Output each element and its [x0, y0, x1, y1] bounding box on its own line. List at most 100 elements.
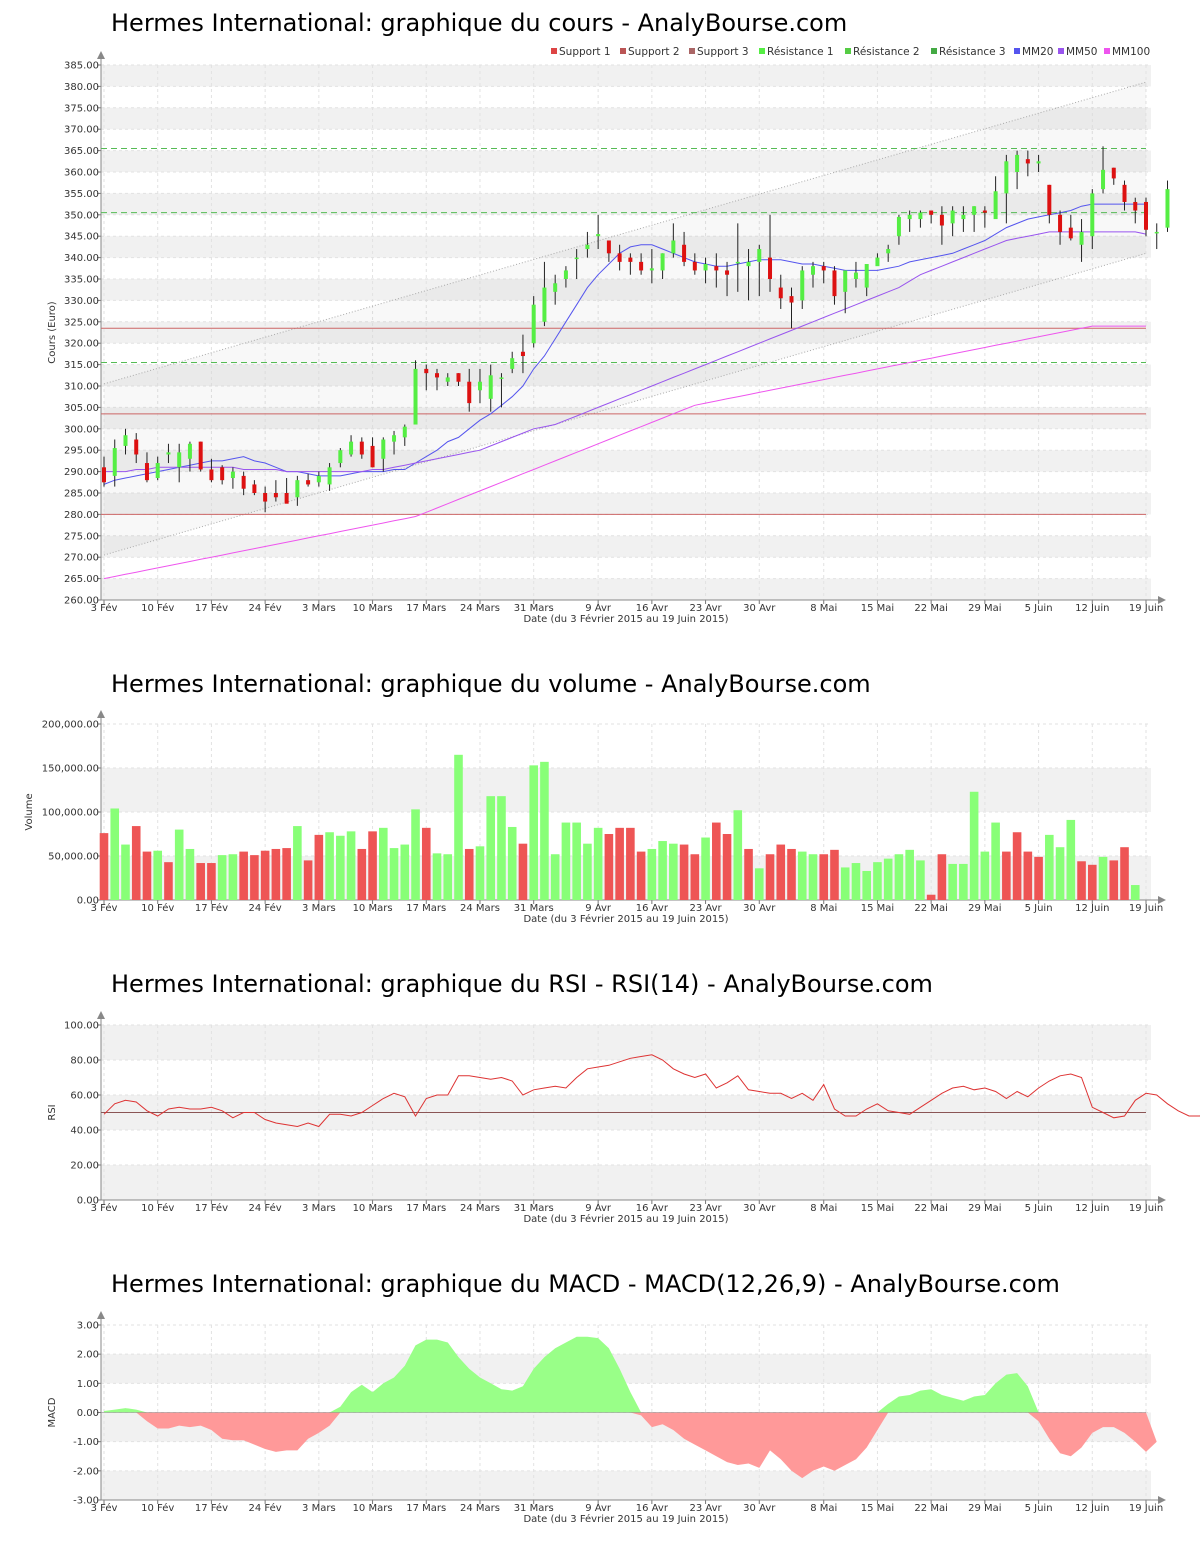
legend-swatch: [931, 48, 937, 54]
y-tick-label: -1.00: [73, 1437, 99, 1448]
y-axis-label: RSI: [47, 1104, 58, 1120]
volume-bar: [142, 851, 152, 900]
candle-body: [810, 266, 815, 275]
volume-bar: [1023, 851, 1033, 900]
candle-body: [370, 445, 375, 468]
candle-body: [252, 484, 257, 493]
x-tick-label: 29 Mai: [968, 1503, 1001, 1514]
y-tick-label: 0.00: [77, 1408, 99, 1419]
x-axis-arrow: [1158, 1496, 1166, 1504]
x-tick-label: 9 Avr: [585, 903, 612, 914]
volume-bar: [196, 863, 205, 900]
candle-body: [1122, 184, 1127, 202]
candle-body: [295, 480, 300, 498]
x-tick-label: 16 Avr: [636, 603, 669, 614]
candle-body: [327, 467, 332, 485]
volume-bar: [1098, 856, 1108, 900]
x-tick-label: 17 Fév: [195, 902, 228, 914]
candle-body: [230, 471, 235, 479]
candle-body: [714, 266, 719, 271]
candle-body: [617, 253, 622, 262]
candle-body: [585, 244, 590, 250]
volume-bar: [1055, 847, 1065, 900]
candle-body: [649, 268, 654, 271]
y-tick-label: -2.00: [73, 1466, 99, 1477]
candle-body: [284, 493, 289, 504]
volume-bar: [314, 834, 324, 900]
volume-bar: [185, 848, 195, 900]
candle-body: [1101, 169, 1106, 190]
volume-bar: [99, 833, 109, 900]
y-tick-label: 355.00: [64, 189, 99, 200]
legend-item: Support 2: [628, 46, 680, 58]
trend-line-upper: [103, 81, 1147, 385]
volume-bar: [1045, 834, 1054, 900]
x-tick-label: 3 Fév: [91, 602, 118, 614]
series-line-mm50: [104, 231, 1147, 473]
candle-body: [929, 210, 934, 215]
x-axis-arrow: [1158, 596, 1166, 604]
x-tick-label: 23 Avr: [689, 603, 722, 614]
volume-bar: [153, 850, 163, 900]
volume-bar: [303, 860, 313, 900]
x-tick-label: 8 Mai: [810, 903, 837, 914]
y-tick-label: 2.00: [77, 1350, 99, 1361]
candle-body: [864, 264, 869, 288]
x-tick-label: 29 Mai: [968, 903, 1001, 914]
candle-body: [574, 257, 579, 260]
volume-bar: [873, 862, 882, 900]
candle-body: [563, 270, 568, 279]
candle-body: [1133, 201, 1138, 211]
volume-bar: [464, 848, 474, 900]
series-line-mm100: [103, 325, 1146, 580]
x-tick-label: 19 Juin: [1129, 1203, 1163, 1214]
candle-body: [531, 304, 536, 344]
grid-band: [101, 493, 1151, 515]
y-tick-label: 365.00: [64, 146, 99, 157]
volume-bar: [991, 822, 1000, 900]
candle-body: [993, 191, 998, 220]
y-tick-label: 375.00: [64, 103, 99, 114]
volume-bar: [379, 827, 388, 900]
candle-body: [338, 450, 343, 464]
x-tick-label: 5 Juin: [1025, 903, 1053, 914]
x-axis-label: Date (du 3 Février 2015 au 19 Juin 2015): [523, 913, 728, 925]
x-tick-label: 3 Mars: [302, 1203, 336, 1214]
legend-item: MM20: [1022, 46, 1053, 58]
y-tick-label: 285.00: [64, 489, 99, 500]
volume-panel: Hermes International: graphique du volum…: [0, 665, 1200, 935]
candle-body: [639, 261, 644, 271]
y-tick-label: 200,000.00: [42, 720, 99, 731]
candle-body: [273, 493, 278, 498]
y-tick-label: 305.00: [64, 403, 99, 414]
y-tick-label: 275.00: [64, 531, 99, 542]
x-tick-label: 30 Avr: [743, 1503, 776, 1514]
y-tick-label: 80.00: [70, 1056, 99, 1067]
x-tick-label: 17 Mars: [406, 903, 446, 914]
volume-bar: [593, 827, 603, 900]
x-axis-label: Date (du 3 Février 2015 au 19 Juin 2015): [523, 613, 728, 625]
x-tick-label: 17 Mars: [406, 603, 446, 614]
volume-bar: [754, 868, 764, 900]
candle-body: [413, 368, 418, 425]
candle-body: [520, 351, 525, 357]
volume-bar: [840, 867, 850, 900]
volume-bar: [443, 854, 453, 900]
volume-bar: [615, 827, 624, 900]
rsi-panel: Hermes International: graphique du RSI -…: [0, 965, 1200, 1235]
volume-bar: [432, 853, 442, 900]
grid-band: [101, 535, 1151, 558]
volume-bar: [626, 827, 635, 900]
y-tick-label: 3.00: [77, 1321, 99, 1332]
y-tick-label: 380.00: [64, 82, 99, 93]
candle-body: [1036, 161, 1041, 164]
volume-bar: [207, 863, 216, 900]
volume-bar: [1066, 819, 1076, 900]
volume-bar: [561, 822, 571, 900]
x-tick-label: 15 Mai: [861, 603, 894, 614]
volume-bar: [368, 831, 377, 900]
candle-body: [510, 358, 515, 369]
volume-chart: 0.00 50,000.00 100,000.00 150,000.00 200,000…: [24, 710, 1166, 925]
volume-bar: [1002, 851, 1011, 900]
volume-bar: [174, 829, 184, 900]
